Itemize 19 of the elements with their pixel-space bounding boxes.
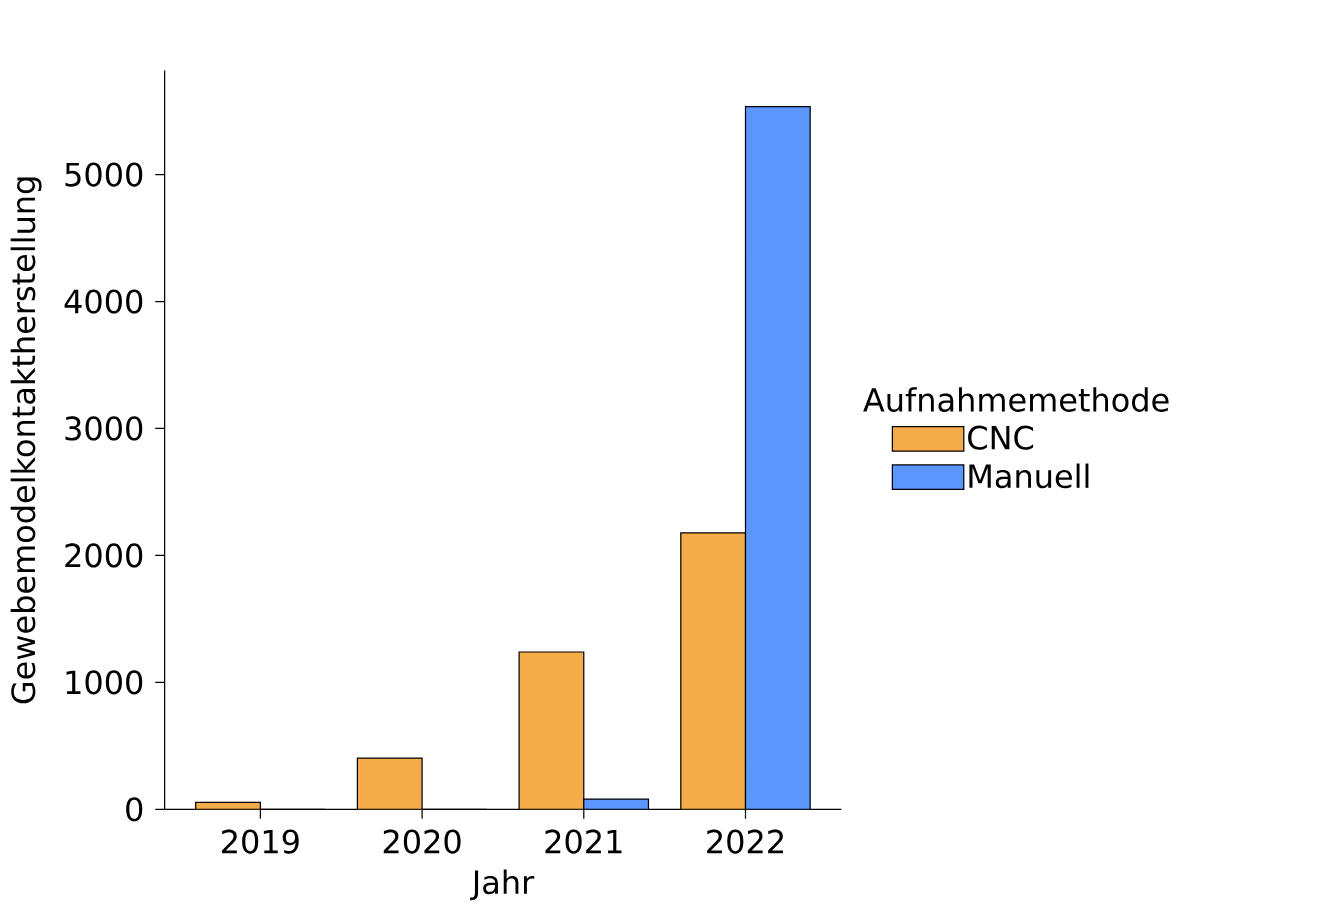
y-tick-label: 2000 [65,543,143,568]
bar [744,106,811,810]
y-tick-label: 0 [126,797,143,822]
y-tick-label: 5000 [65,162,143,187]
y-tick-label: 1000 [66,670,143,695]
x-tick-label: 2021 [545,829,622,854]
legend-label: CNC [968,425,1034,450]
x-tick-label: 2019 [222,829,299,854]
y-axis-title: Gewebemodelkontaktherstellung [10,177,42,704]
legend-label: Manuell [969,463,1089,489]
y-tick-label: 4000 [64,289,143,314]
x-tick-label: 2020 [383,829,461,854]
bar [519,652,584,810]
y-tick-label: 3000 [65,416,143,441]
x-axis-title: Jahr [470,869,535,901]
bar [680,532,747,810]
legend-title: Aufnahmemethode [863,387,1169,412]
x-tick-label: 2022 [707,829,783,854]
bar [357,758,423,810]
